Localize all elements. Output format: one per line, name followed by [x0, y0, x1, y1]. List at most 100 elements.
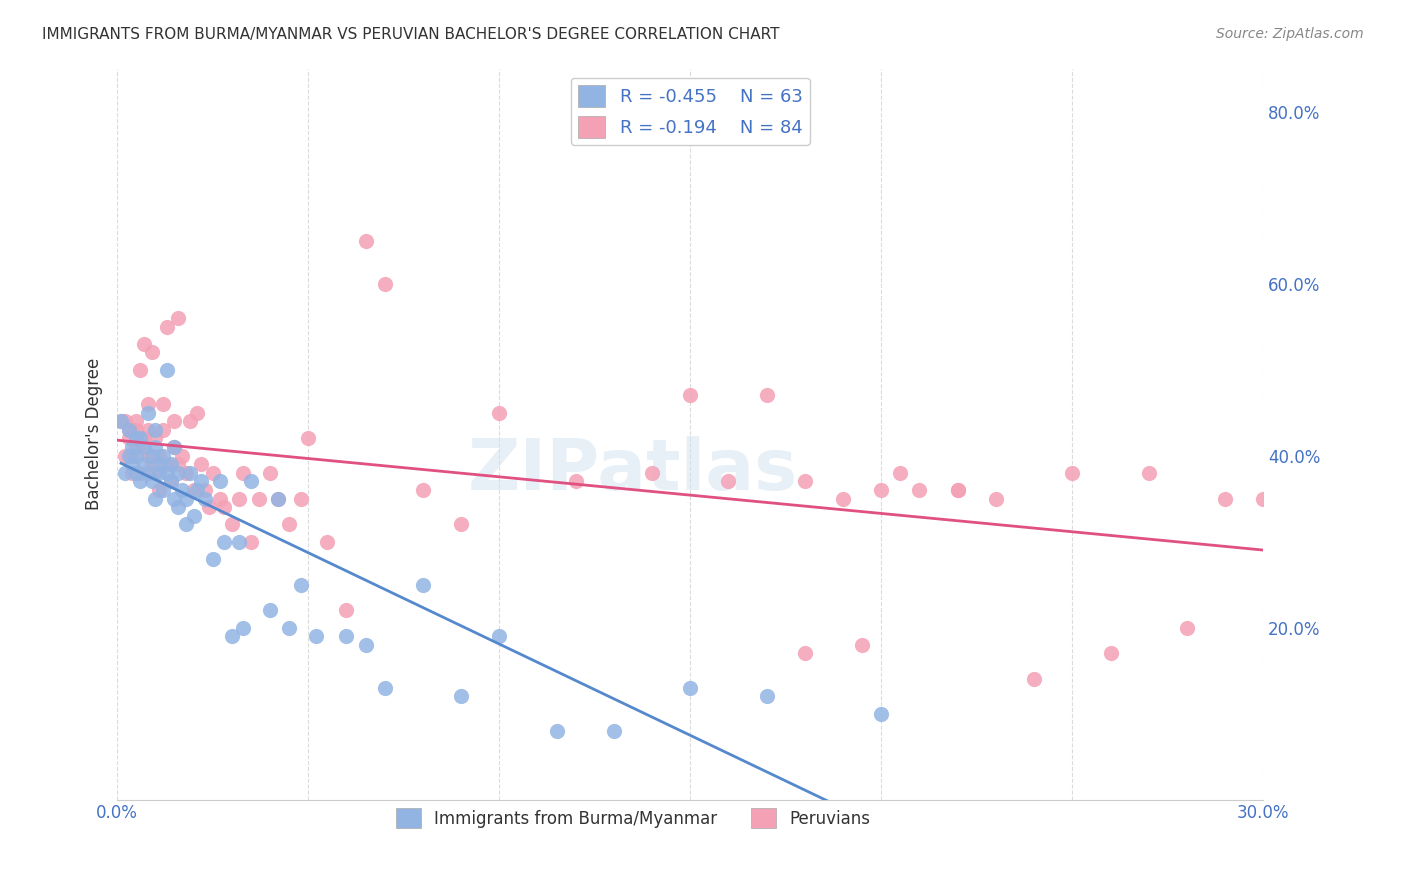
Point [183, 483, 205, 497]
Point [179, 466, 201, 480]
Point [297, 431, 319, 445]
Point [239, 534, 262, 549]
Point [1175, 621, 1198, 635]
Point [141, 449, 163, 463]
Point [163, 414, 186, 428]
Point [1099, 646, 1122, 660]
Point [354, 638, 377, 652]
Point [212, 500, 235, 515]
Point [889, 466, 911, 480]
Point [125, 466, 148, 480]
Point [247, 491, 270, 506]
Point [118, 423, 141, 437]
Point [546, 723, 568, 738]
Point [793, 646, 815, 660]
Point [156, 466, 179, 480]
Y-axis label: Bachelor's Degree: Bachelor's Degree [86, 358, 103, 510]
Point [266, 491, 288, 506]
Point [228, 534, 250, 549]
Point [129, 475, 152, 489]
Point [167, 310, 190, 325]
Point [354, 234, 377, 248]
Point [163, 440, 186, 454]
Point [110, 414, 132, 428]
Point [121, 466, 143, 480]
Text: ZIPatlas: ZIPatlas [468, 436, 799, 505]
Point [125, 414, 148, 428]
Point [136, 449, 159, 463]
Point [232, 466, 254, 480]
Point [488, 629, 510, 643]
Point [145, 491, 167, 506]
Point [194, 483, 217, 497]
Point [1022, 672, 1045, 686]
Point [190, 457, 212, 471]
Point [152, 449, 174, 463]
Point [412, 577, 434, 591]
Point [259, 603, 281, 617]
Point [114, 449, 136, 463]
Point [148, 466, 170, 480]
Point [136, 466, 159, 480]
Point [145, 440, 167, 454]
Point [118, 431, 141, 445]
Point [129, 440, 152, 454]
Point [201, 466, 224, 480]
Point [163, 440, 186, 454]
Point [186, 483, 208, 497]
Point [132, 431, 155, 445]
Point [167, 466, 190, 480]
Point [136, 423, 159, 437]
Point [148, 483, 170, 497]
Point [129, 431, 152, 445]
Point [141, 345, 163, 359]
Point [374, 681, 396, 695]
Point [335, 603, 357, 617]
Point [129, 362, 152, 376]
Point [125, 449, 148, 463]
Point [148, 457, 170, 471]
Point [1062, 466, 1084, 480]
Point [125, 423, 148, 437]
Point [132, 440, 155, 454]
Point [172, 483, 194, 497]
Point [412, 483, 434, 497]
Point [564, 475, 586, 489]
Point [179, 414, 201, 428]
Point [114, 414, 136, 428]
Point [266, 491, 288, 506]
Legend: Immigrants from Burma/Myanmar, Peruvians: Immigrants from Burma/Myanmar, Peruvians [389, 801, 877, 835]
Point [851, 638, 873, 652]
Point [186, 405, 208, 419]
Point [118, 423, 141, 437]
Point [121, 440, 143, 454]
Point [212, 534, 235, 549]
Point [316, 534, 339, 549]
Point [305, 629, 328, 643]
Point [121, 449, 143, 463]
Point [174, 466, 197, 480]
Point [946, 483, 969, 497]
Point [450, 517, 472, 532]
Point [163, 491, 186, 506]
Point [121, 457, 143, 471]
Point [603, 723, 626, 738]
Point [198, 500, 221, 515]
Point [141, 475, 163, 489]
Point [121, 423, 143, 437]
Point [755, 388, 778, 402]
Point [209, 475, 232, 489]
Point [167, 457, 190, 471]
Point [335, 629, 357, 643]
Point [145, 466, 167, 480]
Point [159, 475, 181, 489]
Point [125, 440, 148, 454]
Point [114, 466, 136, 480]
Point [156, 319, 179, 334]
Point [221, 517, 243, 532]
Point [156, 457, 179, 471]
Point [239, 475, 262, 489]
Point [145, 423, 167, 437]
Point [290, 491, 312, 506]
Point [374, 277, 396, 291]
